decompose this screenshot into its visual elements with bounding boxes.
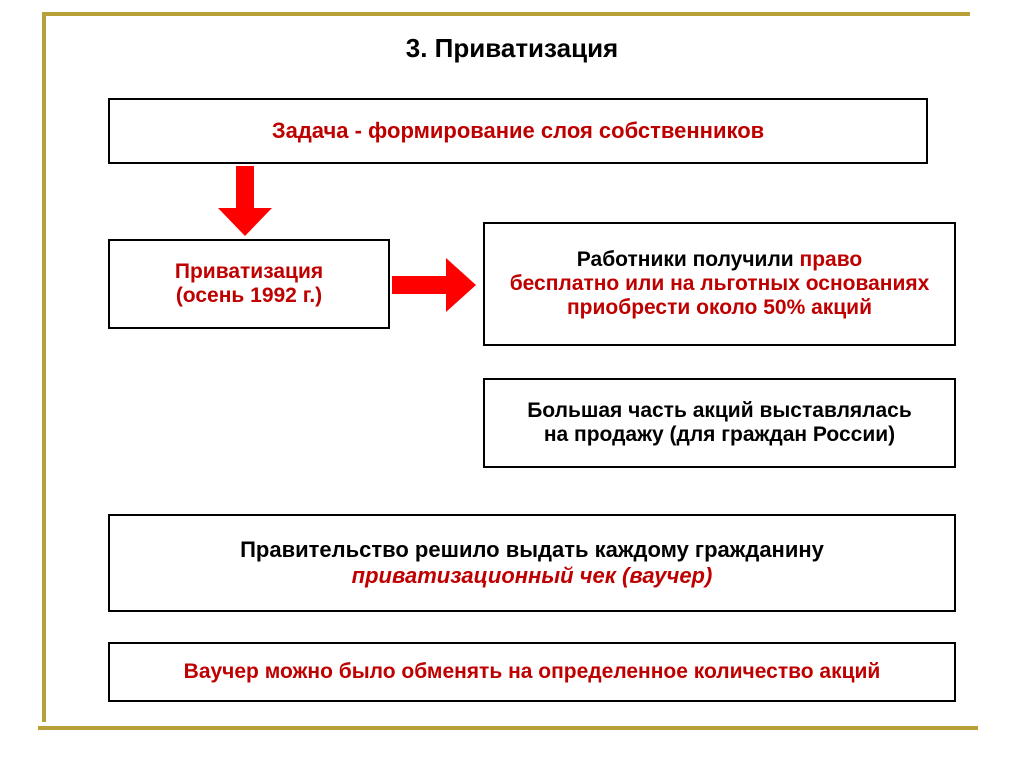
shares-line2: на продажу (для граждан России) [495,423,944,447]
frame-top [42,12,970,16]
gov-line2: приватизационный чек (ваучер) [120,563,944,589]
shares-line1: Большая часть акций выставлялась [495,399,944,423]
privatization-line2: (осень 1992 г.) [120,284,378,308]
workers-line3: приобрести около 50% акций [495,296,944,320]
frame-bottom [38,726,978,730]
workers-line1b: право [800,248,863,271]
title-text: 3. Приватизация [406,33,618,63]
workers-line2: бесплатно или на льготных основаниях [495,272,944,296]
node-workers: Работники получили право бесплатно или н… [483,222,956,346]
voucher-text: Ваучер можно было обменять на определенн… [184,660,881,683]
node-task: Задача - формирование слоя собственников [108,98,928,164]
gov-line1: Правительство решило выдать каждому граж… [120,537,944,563]
node-privatization: Приватизация (осень 1992 г.) [108,239,390,329]
page-title: 3. Приватизация [0,33,1024,64]
node-gov: Правительство решило выдать каждому граж… [108,514,956,612]
frame-left [42,12,46,722]
node-voucher: Ваучер можно было обменять на определенн… [108,642,956,702]
node-shares: Большая часть акций выставлялась на прод… [483,378,956,468]
task-text: Задача - формирование слоя собственников [272,118,764,143]
arrow-down [215,166,275,238]
privatization-line1: Приватизация [120,260,378,284]
arrow-right [392,257,478,313]
workers-line1: Работники получили [577,248,800,271]
